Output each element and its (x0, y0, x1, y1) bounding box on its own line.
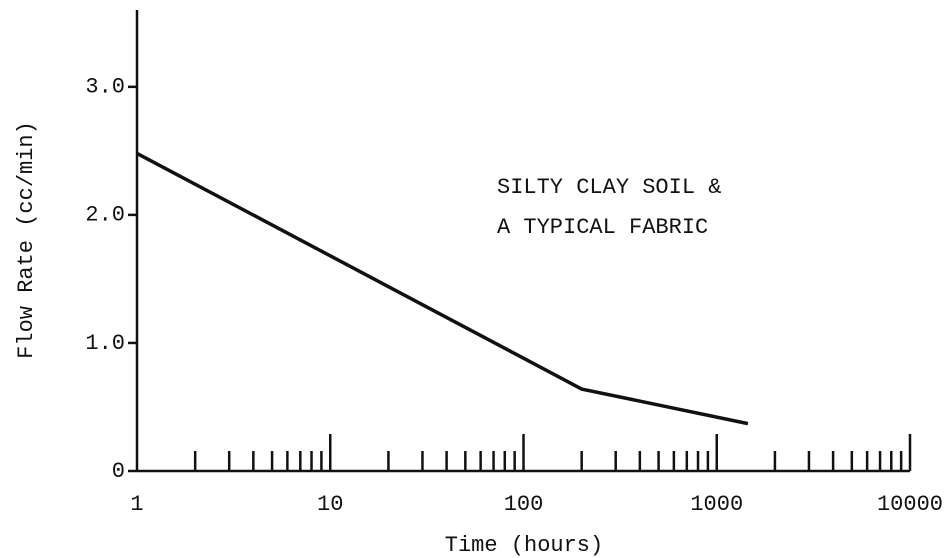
data-line (136, 151, 749, 426)
y-tick-label: 0 (112, 459, 125, 484)
x-tick-label: 100 (504, 492, 544, 517)
x-axis-label: Time (hours) (445, 533, 603, 558)
x-tick-label: 10 (317, 492, 343, 517)
annotation: SILTY CLAY SOIL & (497, 175, 721, 200)
x-tick-label: 10000 (877, 492, 943, 517)
annotation: A TYPICAL FABRIC (497, 215, 708, 240)
x-tick-label: 1 (130, 492, 143, 517)
x-tick-label: 1000 (690, 492, 743, 517)
y-tick-label: 3.0 (85, 75, 125, 100)
y-tick-label: 2.0 (85, 203, 125, 228)
y-tick-label: 1.0 (85, 331, 125, 356)
y-axis-label: Flow Rate (cc/min) (14, 121, 39, 359)
